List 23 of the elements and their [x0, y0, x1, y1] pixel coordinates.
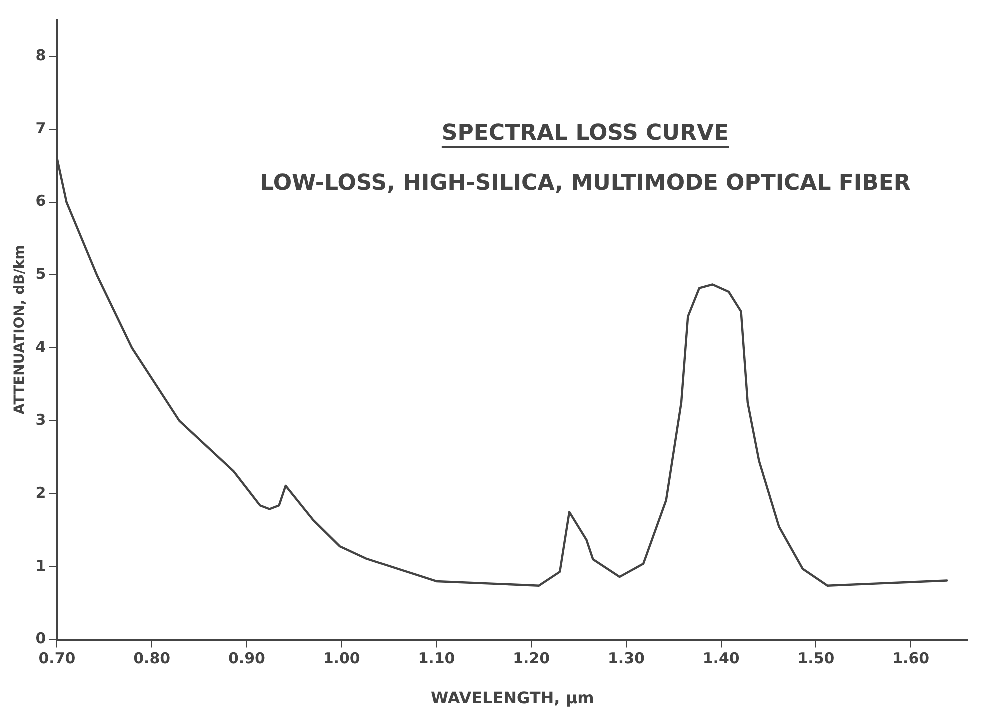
y-axis-title: ATTENUATION, dB/km	[12, 245, 28, 415]
x-tick-label: 1.10	[418, 650, 456, 668]
x-tick-label: 0.90	[228, 650, 266, 668]
y-tick-label: 4	[36, 338, 46, 356]
y-tick-label: 2	[36, 484, 46, 502]
x-tick-label: 1.30	[608, 650, 645, 668]
x-axis-title: WAVELENGTH, µm	[430, 688, 594, 708]
x-tick-label: 1.60	[892, 650, 930, 668]
y-tick-label: 8	[36, 46, 46, 64]
x-tick-label: 0.80	[134, 650, 171, 668]
x-tick-label: 1.00	[323, 650, 360, 668]
text: SPECTRAL LOSS CURVE	[442, 121, 730, 146]
x-tick-label: 0.70	[38, 650, 76, 668]
x-tick-label: 1.40	[702, 650, 740, 668]
text: LOW-LOSS, HIGH-SILICA, MULTIMODE OPTICAL FIBER	[260, 171, 911, 196]
y-tick-label: 5	[36, 265, 46, 284]
y-tick-label: 3	[36, 410, 46, 429]
y-tick-label: 6	[36, 192, 46, 210]
x-tick-label: 1.20	[513, 650, 550, 668]
y-tick-label: 7	[36, 119, 46, 138]
x-tick-label: 1.50	[798, 650, 835, 668]
y-tick-label: 1	[36, 556, 46, 575]
y-tick-label: 0	[36, 630, 46, 648]
